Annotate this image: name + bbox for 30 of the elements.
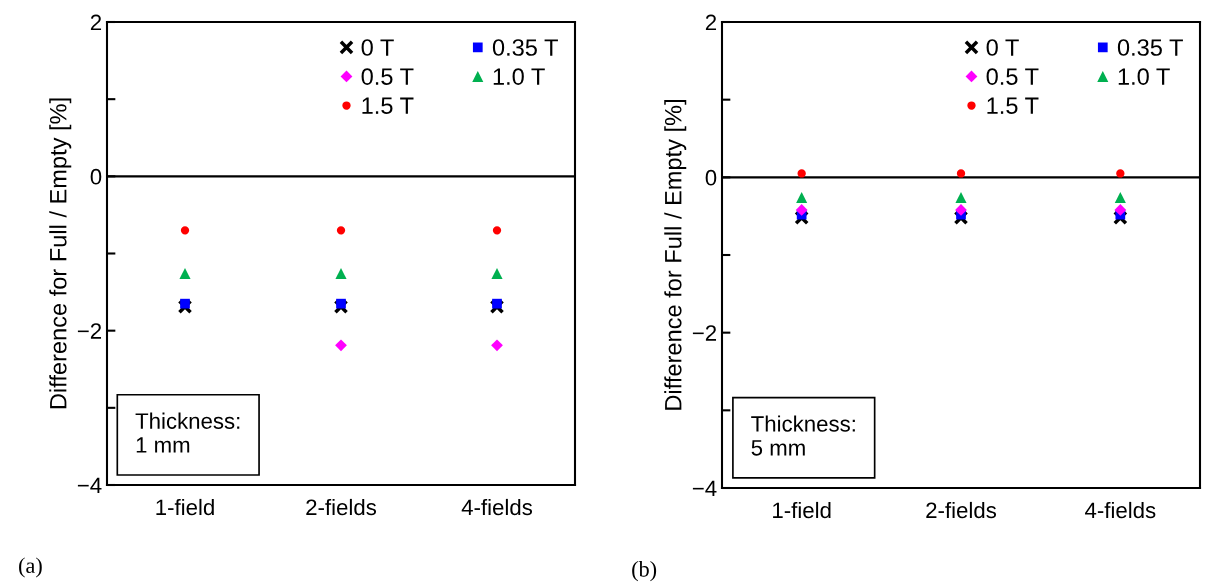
annotation: Thickness: 5 mm xyxy=(751,415,855,456)
y-tick-label: 0 xyxy=(705,169,717,186)
y-tick-label: −4 xyxy=(77,477,102,494)
legend-label: 1.5 T xyxy=(987,97,1039,115)
y-tick-label: −2 xyxy=(77,323,102,339)
y-tick-label: 2 xyxy=(90,14,102,31)
legend-label: 0.5 T xyxy=(986,68,1039,85)
text: (a) xyxy=(19,557,42,578)
x-tick-label: 4-fields xyxy=(1085,501,1156,519)
annotation: Thickness: 1 mm xyxy=(135,412,240,453)
y-tick-label: 0 xyxy=(90,168,102,185)
x-tick-label: 4-fields xyxy=(461,498,533,516)
legend-label: 0.5 T xyxy=(361,68,414,85)
text: (b) xyxy=(632,561,657,582)
x-tick-label: 1-field xyxy=(773,501,831,519)
y-axis-title: Difference for Full / Empty [%] xyxy=(49,98,72,409)
legend-label: 1.5 T xyxy=(362,97,414,115)
x-tick-label: 1-field xyxy=(156,498,214,516)
x-tick-label: 2-fields xyxy=(926,501,997,519)
legend-label: 0 T xyxy=(986,39,1019,56)
y-tick-label: −4 xyxy=(692,480,717,497)
legend-label: 1.0 T xyxy=(1118,68,1170,85)
legend-label: 0.35 T xyxy=(1117,39,1183,56)
y-tick-label: 2 xyxy=(705,14,717,31)
x-tick-label: 2-fields xyxy=(306,498,377,516)
y-axis-title: Difference for Full / Empty [%] xyxy=(664,100,687,410)
legend-label: 1.0 T xyxy=(493,68,545,85)
legend-label: 0.35 T xyxy=(492,39,558,56)
legend-label: 0 T xyxy=(361,39,394,56)
y-tick-label: −2 xyxy=(692,325,717,341)
